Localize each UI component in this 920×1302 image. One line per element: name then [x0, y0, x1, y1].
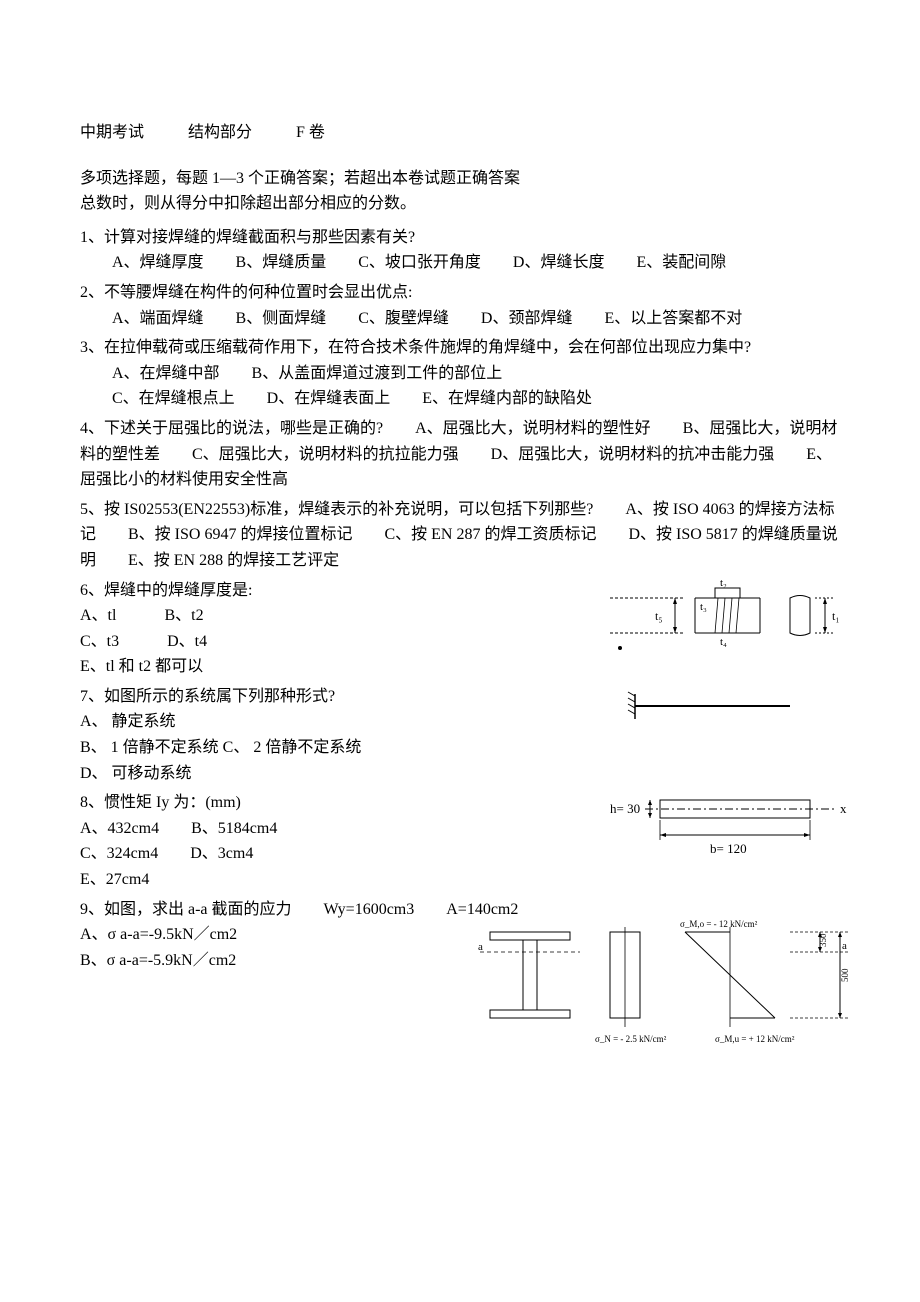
q9-label-sigma-n: σ_N = - 2.5 kN/cm²: [595, 1034, 667, 1044]
q6-label-t4: t₄: [720, 636, 727, 648]
q6-label-t1: t₁: [832, 609, 840, 623]
q9-label-sigma-bot: σ_M,u = + 12 kN/cm²: [715, 1034, 795, 1044]
q9-label-a-right: a: [842, 940, 847, 952]
q7-figure: [620, 684, 800, 743]
header-paper: F 卷: [296, 124, 325, 141]
q3-opt1: A、在焊缝中部 B、从盖面焊道过渡到工件的部位上: [80, 361, 840, 387]
q9-label-350: 350: [818, 933, 828, 947]
intro-line1: 多项选择题，每题 1—3 个正确答案；若超出本卷试题正确答案: [80, 166, 840, 192]
q1-text: 1、计算对接焊缝的焊缝截面积与那些因素有关?: [80, 225, 840, 251]
q5-text: 5、按 IS02553(EN22553)标准，焊缝表示的补充说明，可以包括下列那…: [80, 497, 840, 574]
q9-label-500: 500: [840, 968, 850, 982]
header-exam: 中期考试: [80, 124, 144, 141]
q9-figure: a σ_N = - 2.5 kN/cm² σ_M,o = - 12 kN/cm²…: [470, 917, 870, 1066]
q8-label-b: b= 120: [710, 841, 747, 856]
q9-label-a-left: a: [478, 941, 483, 953]
header-section: 结构部分: [188, 124, 252, 141]
q1-options: A、焊缝厚度 B、焊缝质量 C、坡口张开角度 D、焊缝长度 E、装配间隙: [80, 250, 840, 276]
q3-text: 3、在拉伸载荷或压缩载荷作用下，在符合技术条件施焊的角焊缝中，会在何部位出现应力…: [80, 335, 840, 361]
q6-label-t3: t₃: [700, 601, 707, 613]
q8-figure: x h= 30 b= 120: [600, 785, 860, 874]
q4-text: 4、下述关于屈强比的说法，哪些是正确的? A、屈强比大，说明材料的塑性好 B、屈…: [80, 416, 840, 493]
intro-line2: 总数时，则从得分中扣除超出部分相应的分数。: [80, 191, 840, 217]
q6-label-t5: t₅: [655, 609, 663, 623]
q7-optD: D、 可移动系统: [80, 761, 840, 787]
q9-label-sigma-top: σ_M,o = - 12 kN/cm²: [680, 919, 758, 929]
q8-label-x: x: [840, 801, 847, 816]
q6-label-t2: t₂: [720, 578, 727, 589]
q2-options: A、端面焊缝 B、侧面焊缝 C、腹壁焊缝 D、颈部焊缝 E、以上答案都不对: [80, 306, 840, 332]
q3-opt2: C、在焊缝根点上 D、在焊缝表面上 E、在焊缝内部的缺陷处: [80, 386, 840, 412]
q8-label-h: h= 30: [610, 801, 640, 816]
q6-figure: t₅ t₂ t₃ t₄ t₁: [600, 578, 860, 667]
q2-text: 2、不等腰焊缝在构件的何种位置时会显出优点:: [80, 280, 840, 306]
